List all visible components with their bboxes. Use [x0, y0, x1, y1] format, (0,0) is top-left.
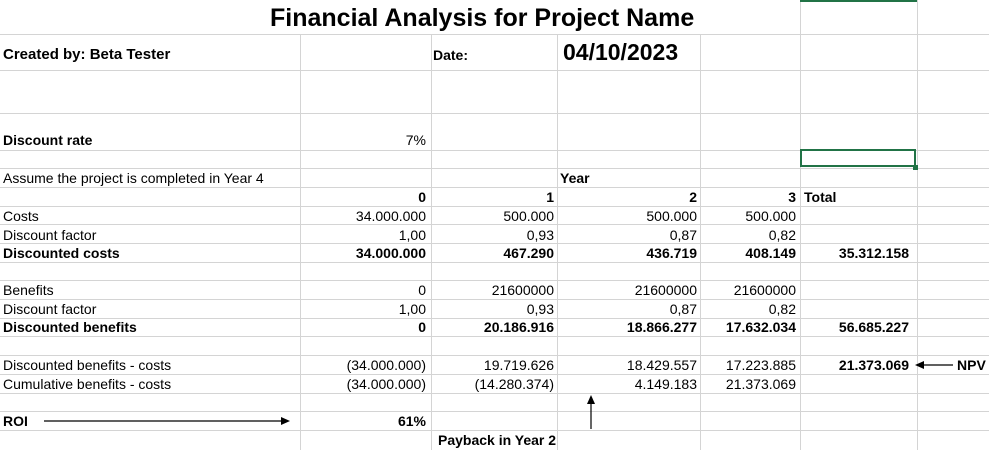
page-title: Financial Analysis for Project Name: [270, 4, 695, 32]
cost-df-y0[interactable]: 1,00: [398, 227, 426, 243]
row-divider: [0, 113, 989, 114]
benefit-df-y0[interactable]: 1,00: [398, 301, 426, 317]
row-divider: [0, 206, 989, 207]
payback-label: Payback in Year 2: [438, 432, 557, 448]
benefits-y1[interactable]: 21600000: [491, 282, 554, 298]
row-divider: [0, 374, 989, 375]
row-divider: [0, 393, 989, 394]
net-y1[interactable]: 19.719.626: [483, 357, 554, 373]
row-divider: [0, 430, 989, 431]
row-divider: [0, 262, 989, 263]
column-divider: [800, 0, 801, 450]
row-divider: [0, 150, 989, 151]
column-divider: [557, 0, 558, 450]
payback-arrow-icon: [587, 395, 595, 429]
roi-label: ROI: [3, 413, 28, 429]
disc-benefits-y2[interactable]: 18.866.277: [626, 319, 697, 335]
disc-costs-y2[interactable]: 436.719: [646, 245, 697, 261]
assumption-text: Assume the project is completed in Year …: [3, 170, 264, 186]
year-header: Year: [560, 170, 590, 186]
benefits-y2[interactable]: 21600000: [634, 282, 697, 298]
row-divider: [0, 299, 989, 300]
cumulative-label: Cumulative benefits - costs: [3, 376, 172, 392]
row-divider: [0, 318, 989, 319]
benefit-df-y2[interactable]: 0,87: [669, 301, 697, 317]
cost-discount-factor-label: Discount factor: [3, 227, 97, 243]
cost-df-y1[interactable]: 0,93: [526, 227, 554, 243]
cum-y0[interactable]: (34.000.000): [346, 376, 426, 392]
benefit-discount-factor-label: Discount factor: [3, 301, 97, 317]
disc-benefits-total[interactable]: 56.685.227: [838, 319, 909, 335]
row-divider: [0, 280, 989, 281]
net-y2[interactable]: 18.429.557: [626, 357, 697, 373]
benefits-y3[interactable]: 21600000: [733, 282, 796, 298]
cum-y3[interactable]: 21.373.069: [725, 376, 796, 392]
row-divider: [0, 243, 989, 244]
roi-arrow-icon: [44, 417, 290, 425]
disc-costs-y0[interactable]: 34.000.000: [355, 245, 426, 261]
year-1: 1: [546, 189, 554, 205]
column-divider: [300, 0, 301, 450]
row-divider: [0, 336, 989, 337]
costs-y1[interactable]: 500.000: [503, 208, 554, 224]
disc-benefits-y1[interactable]: 20.186.916: [483, 319, 554, 335]
column-divider: [431, 0, 432, 450]
row-divider: [0, 168, 989, 169]
costs-y3[interactable]: 500.000: [745, 208, 796, 224]
npv-label: NPV: [957, 357, 986, 373]
benefits-y0[interactable]: 0: [418, 282, 426, 298]
date-label: Date:: [433, 47, 469, 63]
row-divider: [0, 70, 989, 71]
disc-costs-y3[interactable]: 408.149: [745, 245, 796, 261]
selection-top-edge: [800, 0, 917, 2]
benefit-df-y1[interactable]: 0,93: [526, 301, 554, 317]
row-divider: [0, 355, 989, 356]
cost-df-y2[interactable]: 0,87: [669, 227, 697, 243]
cum-y1[interactable]: (14.280.374): [474, 376, 554, 392]
benefits-label: Benefits: [3, 282, 54, 298]
row-divider: [0, 411, 989, 412]
discounted-benefits-label: Discounted benefits: [3, 319, 137, 335]
npv-arrow-icon: [915, 361, 953, 369]
row-divider: [0, 34, 989, 35]
costs-y0[interactable]: 34.000.000: [355, 208, 426, 224]
fill-handle[interactable]: [913, 165, 918, 170]
discount-rate-label: Discount rate: [3, 132, 93, 148]
title-merged-cell[interactable]: [262, 0, 800, 34]
discount-rate-value[interactable]: 7%: [405, 132, 426, 148]
created-by-label: Created by: Beta Tester: [3, 46, 171, 63]
costs-y2[interactable]: 500.000: [646, 208, 697, 224]
discounted-costs-label: Discounted costs: [3, 245, 120, 261]
roi-value[interactable]: 61%: [397, 413, 426, 429]
costs-label: Costs: [3, 208, 39, 224]
cost-df-y3[interactable]: 0,82: [768, 227, 796, 243]
column-divider: [700, 0, 701, 450]
npv-total[interactable]: 21.373.069: [838, 357, 909, 373]
date-value: 04/10/2023: [563, 39, 679, 65]
disc-costs-total[interactable]: 35.312.158: [838, 245, 909, 261]
cum-y2[interactable]: 4.149.183: [634, 376, 697, 392]
column-divider: [917, 0, 918, 450]
disc-costs-y1[interactable]: 467.290: [503, 245, 554, 261]
net-y3[interactable]: 17.223.885: [725, 357, 796, 373]
benefit-df-y3[interactable]: 0,82: [768, 301, 796, 317]
year-2: 2: [689, 189, 697, 205]
active-cell-selection[interactable]: [800, 149, 916, 167]
row-divider: [0, 224, 989, 225]
total-header: Total: [804, 189, 837, 205]
net-label: Discounted benefits - costs: [3, 357, 172, 373]
row-divider: [0, 187, 989, 188]
year-0: 0: [418, 189, 426, 205]
disc-benefits-y0[interactable]: 0: [418, 319, 426, 335]
disc-benefits-y3[interactable]: 17.632.034: [725, 319, 796, 335]
net-y0[interactable]: (34.000.000): [346, 357, 426, 373]
year-3: 3: [788, 189, 796, 205]
